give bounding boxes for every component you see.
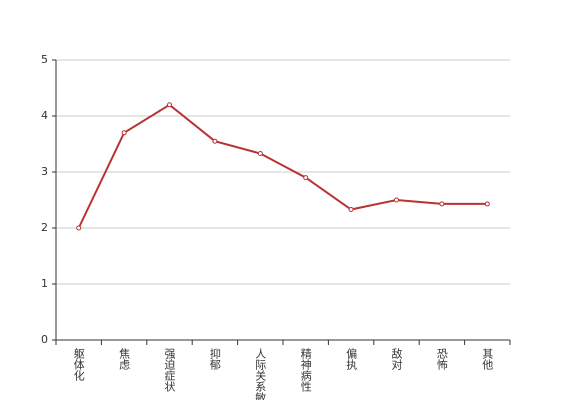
x-tick-label: 恐怖: [435, 348, 448, 370]
point: [348, 207, 354, 213]
line: [77, 103, 488, 229]
point: [212, 138, 218, 144]
point: [167, 102, 172, 108]
y-tick-label: 2: [41, 221, 48, 234]
point: [394, 197, 399, 203]
x-tick-label: 焦虑: [118, 348, 131, 370]
y-tick-label: 5: [41, 53, 48, 66]
point: [76, 225, 82, 231]
x-tick-label: 强迫症状: [163, 348, 176, 392]
x-tick-label: 精神病性: [299, 348, 312, 393]
point: [439, 201, 445, 207]
y-tick-label: 0: [41, 333, 48, 346]
y-tick-label: 4: [41, 109, 48, 122]
x-tick-label: 躯体化: [72, 348, 85, 382]
x-tick-label: 偏执: [345, 347, 358, 371]
x-tick-label: 其他: [481, 348, 494, 370]
point: [257, 151, 263, 157]
x-tick-label: 人际关系敏感: [254, 348, 267, 400]
point: [303, 175, 309, 181]
x-tick-label: 敌对: [390, 347, 403, 370]
y-tick-label: 1: [41, 277, 48, 290]
point: [121, 130, 127, 136]
x-tick-label: 抑郁: [208, 347, 221, 370]
y-tick-label: 3: [41, 165, 48, 178]
point: [484, 201, 490, 207]
